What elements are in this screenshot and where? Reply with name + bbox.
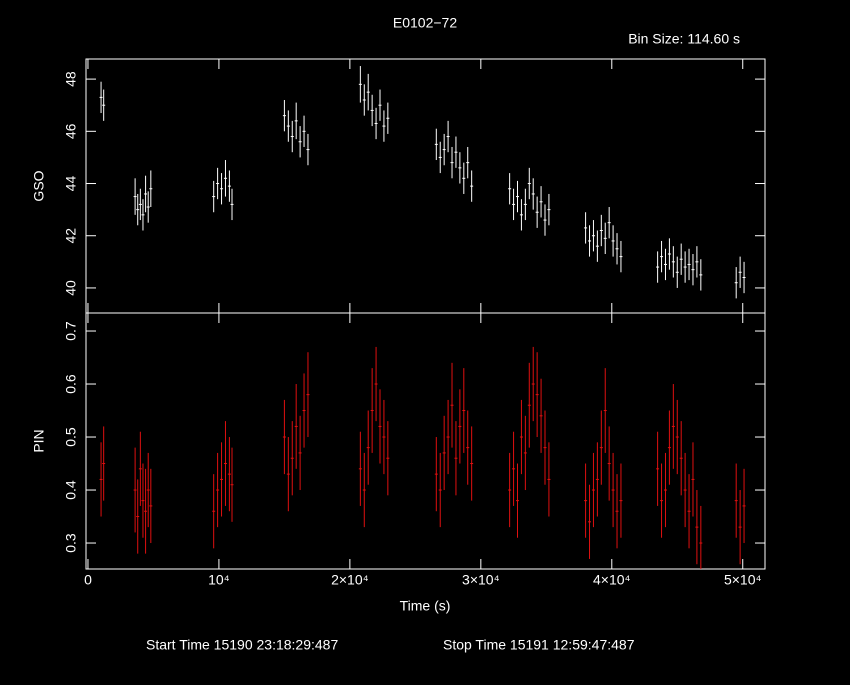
y-tick-label: 42 <box>63 228 79 244</box>
y-tick-label: 48 <box>63 71 79 87</box>
x-tick-label: 2×10⁴ <box>331 572 369 588</box>
y-tick-label: 0.5 <box>63 427 79 447</box>
start-time: Start Time 15190 23:18:29:487 <box>146 637 338 653</box>
stop-time: Stop Time 15191 12:59:47:487 <box>443 637 635 653</box>
series <box>99 346 746 569</box>
y-axis-label: GSO <box>31 170 47 201</box>
x-tick-label: 5×10⁴ <box>724 572 762 588</box>
x-tick-label: 10⁴ <box>208 572 230 588</box>
panel-frame <box>85 58 766 314</box>
x-axis-label: Time (s) <box>400 598 451 614</box>
y-tick-label: 46 <box>63 123 79 139</box>
x-tick-label: 3×10⁴ <box>462 572 500 588</box>
series <box>99 66 746 299</box>
y-tick-label: 0.4 <box>63 480 79 500</box>
chart-title: E0102−72 <box>393 15 457 31</box>
x-tick-label: 4×10⁴ <box>593 572 631 588</box>
y-axis-label: PIN <box>31 429 47 452</box>
bin-size: Bin Size: 114.60 s <box>628 31 740 47</box>
y-tick-label: 0.7 <box>63 321 79 341</box>
panel-frame <box>85 312 766 570</box>
y-tick-label: 40 <box>63 280 79 296</box>
y-tick-label: 44 <box>63 176 79 192</box>
x-tick-label: 0 <box>84 572 92 588</box>
y-tick-label: 0.6 <box>63 374 79 394</box>
y-tick-label: 0.3 <box>63 533 79 553</box>
